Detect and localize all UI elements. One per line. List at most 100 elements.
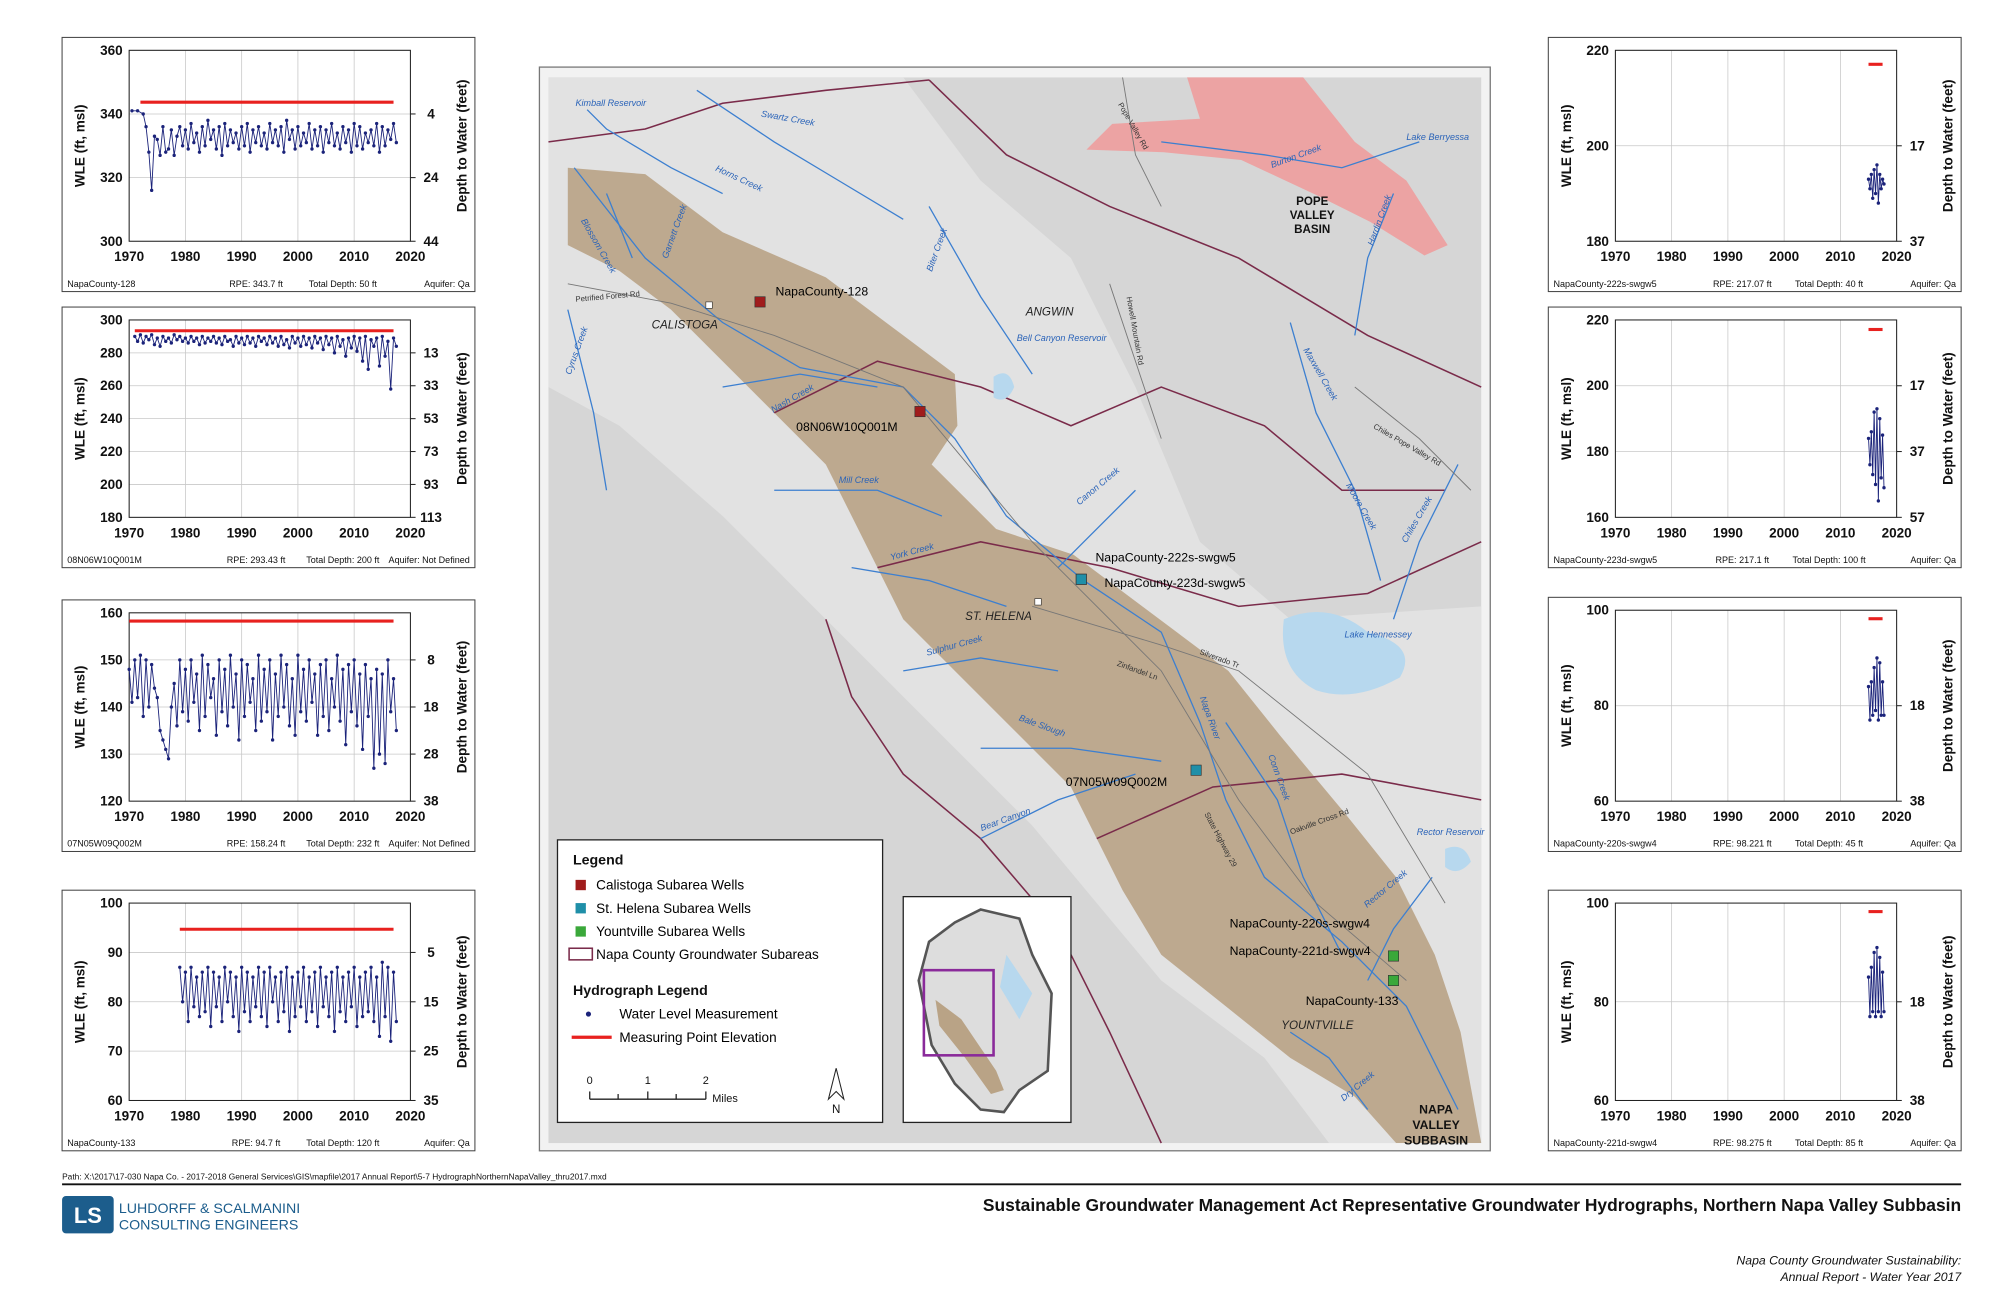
y2-tick-label: 73 [424, 444, 440, 459]
y-tick-label: 70 [108, 1044, 123, 1059]
y-tick-label: 60 [1594, 1093, 1609, 1108]
y2-axis-label: Depth to Water (feet) [455, 80, 470, 213]
data-point [254, 728, 258, 733]
stream [980, 747, 1162, 762]
series-line [134, 333, 397, 390]
subarea-line [1096, 773, 1482, 840]
data-point [369, 677, 373, 681]
data-point [1878, 661, 1882, 665]
data-point [270, 341, 275, 345]
company-sub: CONSULTING ENGINEERS [119, 1218, 298, 1234]
data-point [349, 710, 354, 714]
y2-tick-label: 37 [1910, 234, 1925, 249]
y2-tick-label: 38 [1910, 794, 1926, 809]
data-point [346, 970, 351, 974]
data-point [310, 147, 314, 151]
data-point [183, 667, 188, 671]
data-point [242, 144, 247, 148]
data-point [279, 970, 283, 974]
x-tick-label: 1980 [1657, 809, 1687, 824]
subbasin-label: NAPA VALLEY SUBBASIN [1404, 1103, 1468, 1148]
data-point [239, 965, 244, 969]
data-point [307, 658, 311, 662]
data-point [144, 125, 148, 129]
data-point [194, 975, 199, 979]
stream [586, 109, 723, 195]
map-label: Lake Hennessey [1344, 630, 1412, 640]
data-point [341, 338, 345, 342]
y-tick-label: 320 [100, 170, 123, 185]
data-point [186, 1019, 190, 1024]
data-point [186, 147, 190, 151]
north-arrow [827, 1068, 845, 1101]
data-point [200, 334, 204, 339]
chart-footer: NapaCounty-222s-swgw5 [1553, 279, 1656, 289]
data-point [183, 336, 188, 340]
data-point [231, 344, 235, 348]
data-point [245, 334, 249, 339]
data-point [389, 137, 393, 142]
road [567, 283, 1407, 981]
stream [928, 206, 1033, 375]
data-point [135, 339, 140, 344]
data-point [223, 667, 227, 671]
y-tick-label: 60 [108, 1093, 123, 1108]
data-point [296, 970, 300, 974]
chart-footer: RPE: 217.1 ft [1716, 555, 1770, 565]
x-tick-label: 2010 [1825, 809, 1855, 824]
data-point [262, 970, 266, 974]
data-point [152, 134, 157, 138]
streams [567, 89, 1459, 1110]
series-line [1868, 408, 1885, 501]
plot-area [128, 49, 411, 242]
chart-footer: NapaCounty-220s-swgw4 [1553, 839, 1656, 849]
y-tick-label: 180 [100, 510, 123, 525]
chart-frame [61, 889, 476, 1152]
y2-tick-label: 57 [1910, 510, 1925, 525]
hydrographs: 1970 1980 1990 2000 2010 20203003203403604244… [61, 36, 1962, 1152]
data-point [178, 125, 182, 129]
data-point [149, 333, 154, 337]
data-point [1873, 482, 1878, 487]
x-tick-label: 2000 [1769, 525, 1799, 540]
data-point [335, 334, 339, 339]
well-label: 08N06W10Q001M [796, 420, 897, 434]
y2-tick-label: 38 [1910, 1093, 1926, 1108]
y-tick-label: 140 [100, 699, 123, 714]
x-tick-label: 1970 [114, 525, 144, 540]
data-point [386, 339, 390, 344]
data-point [172, 333, 176, 337]
y-tick-label: 90 [108, 945, 123, 960]
y2-tick-label: 8 [427, 652, 435, 667]
map-label: Mill Creek [839, 475, 880, 485]
chart-footer: Total Depth: 85 ft [1795, 1138, 1864, 1148]
data-point [237, 341, 241, 345]
data-point [242, 342, 247, 347]
y-tick-label: 180 [1586, 234, 1609, 249]
data-point [248, 150, 252, 154]
chart-footer: Total Depth: 40 ft [1795, 279, 1864, 289]
data-point [214, 341, 219, 345]
data-point [360, 359, 365, 363]
data-point [1882, 713, 1886, 717]
basin-label: POPE [1296, 195, 1329, 208]
data-point [135, 109, 140, 113]
data-point [383, 354, 387, 358]
data-point [374, 121, 379, 126]
data-point [161, 738, 165, 742]
data-point [335, 653, 339, 657]
data-point [169, 341, 174, 345]
data-point [293, 733, 297, 737]
data-point [301, 667, 306, 671]
data-point [265, 342, 269, 347]
data-point [158, 153, 162, 158]
data-point [1876, 718, 1881, 722]
x-tick-label: 2020 [395, 249, 425, 264]
x-tick-label: 2020 [395, 525, 425, 540]
data-point [282, 150, 286, 154]
hydrograph: 1970 1980 1990 2000 2010 2020 60 70 80 90 100 5 15 25… [61, 889, 476, 1152]
data-point [1880, 177, 1885, 181]
hydrograph: 1970 1980 1990 2000 2010 2020 300 320 340 360 4 24 4… [61, 36, 476, 293]
data-point [287, 346, 292, 350]
well-marker [1190, 764, 1202, 776]
